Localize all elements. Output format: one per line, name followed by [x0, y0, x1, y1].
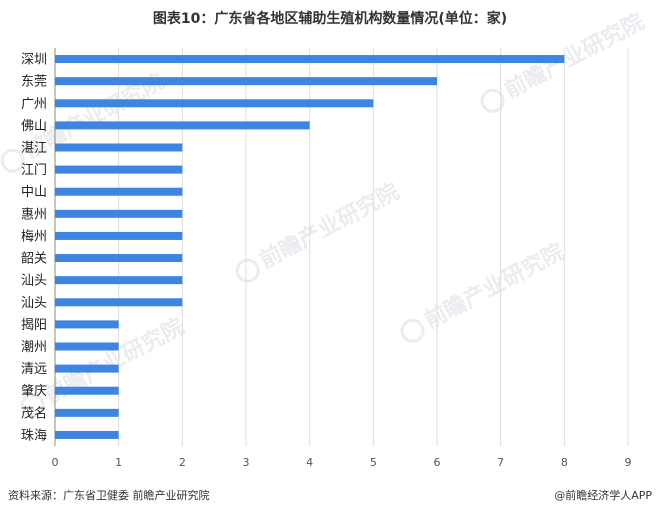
category-label: 珠海 — [21, 428, 47, 443]
category-label: 潮州 — [21, 340, 47, 355]
category-label: 清远 — [21, 362, 47, 377]
category-label: 江门 — [21, 163, 47, 178]
bar — [55, 77, 437, 86]
x-tick-label: 2 — [179, 456, 186, 469]
bar — [55, 121, 310, 130]
x-tick-label: 5 — [370, 456, 377, 469]
category-label: 佛山 — [21, 119, 47, 134]
category-label: 汕头 — [21, 274, 47, 289]
bar — [55, 386, 119, 395]
credit-text: @前瞻经济学人APP — [554, 489, 652, 502]
x-tick-label: 6 — [434, 456, 441, 469]
bar — [55, 231, 183, 240]
source-text: 资料来源：广东省卫健委 前瞻产业研究院 — [8, 489, 210, 502]
bar — [55, 320, 119, 329]
bar — [55, 408, 119, 417]
bar — [55, 165, 183, 174]
category-label: 惠州 — [21, 207, 47, 222]
bar — [55, 55, 565, 64]
bar — [55, 298, 183, 307]
x-tick-label: 0 — [52, 456, 59, 469]
category-label: 湛江 — [21, 141, 47, 156]
bar — [55, 342, 119, 351]
x-tick-label: 3 — [243, 456, 250, 469]
category-label: 汕头 — [21, 296, 47, 311]
bar — [55, 430, 119, 439]
category-label: 梅州 — [21, 229, 47, 244]
bar — [55, 143, 183, 152]
category-label: 中山 — [21, 185, 47, 200]
category-label: 韶关 — [21, 251, 47, 267]
bar — [55, 254, 183, 263]
chart-title: 图表10：广东省各地区辅助生殖机构数量情况(单位：家) — [152, 11, 508, 27]
category-label: 深圳 — [21, 53, 47, 68]
x-tick-label: 7 — [497, 456, 504, 469]
category-label: 广州 — [21, 97, 47, 112]
bar — [55, 209, 183, 218]
x-tick-label: 8 — [561, 456, 568, 469]
x-tick-label: 1 — [115, 456, 122, 469]
x-tick-label: 4 — [306, 456, 313, 469]
bar — [55, 276, 183, 285]
category-label: 茂名 — [21, 405, 47, 421]
bar — [55, 99, 374, 108]
category-label: 揭阳 — [21, 318, 47, 333]
x-tick-label: 9 — [625, 456, 632, 469]
category-label: 肇庆 — [21, 384, 47, 399]
bar — [55, 187, 183, 196]
bar — [55, 364, 119, 373]
category-label: 东莞 — [21, 75, 47, 90]
